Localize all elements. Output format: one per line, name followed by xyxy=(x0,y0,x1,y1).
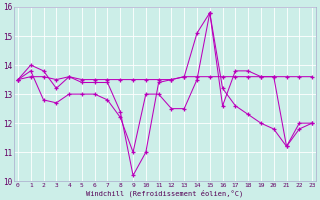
X-axis label: Windchill (Refroidissement éolien,°C): Windchill (Refroidissement éolien,°C) xyxy=(86,189,244,197)
